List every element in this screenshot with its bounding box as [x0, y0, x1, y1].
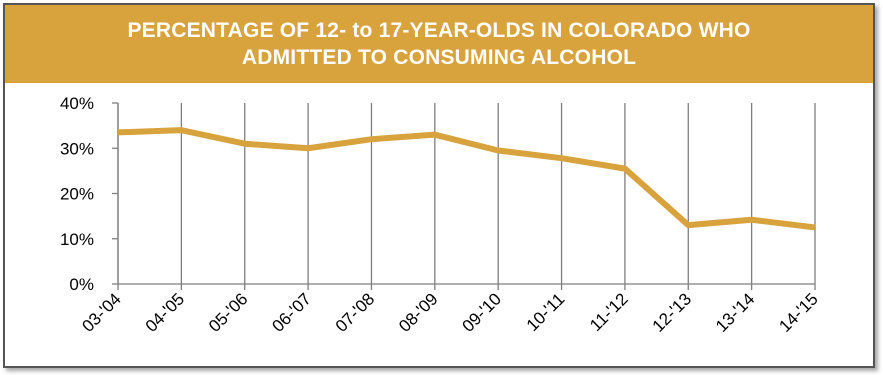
x-tick-label: 08-'09	[395, 289, 441, 335]
x-tick-label: 03-'04	[78, 289, 124, 335]
x-tick-label: 14-'15	[775, 289, 821, 335]
y-tick-label: 40%	[60, 94, 94, 113]
x-tick-label: 12-'13	[649, 289, 695, 335]
x-tick-label: 06-'07	[268, 289, 314, 335]
x-tick-label: 07-'08	[332, 289, 378, 335]
x-tick-label: 09-'10	[459, 289, 505, 335]
series-line	[117, 127, 816, 231]
y-tick-label: 30%	[60, 139, 94, 158]
x-tick-label: 04-'05	[142, 289, 188, 335]
chart-title-line-1: PERCENTAGE OF 12- to 17-YEAR-OLDS IN COL…	[127, 19, 751, 42]
x-tick-label: 05-'06	[205, 289, 251, 335]
x-tick-label: 11-'12	[586, 289, 632, 335]
x-tick-label: 10-'11	[523, 289, 569, 335]
y-tick-label: 20%	[60, 185, 94, 204]
chart-title-bar: PERCENTAGE OF 12- to 17-YEAR-OLDS IN COL…	[5, 5, 873, 83]
y-tick-label: 0%	[69, 275, 94, 294]
chart-frame: PERCENTAGE OF 12- to 17-YEAR-OLDS IN COL…	[3, 3, 875, 368]
y-tick-label: 10%	[60, 230, 94, 249]
chart-title-line-2: ADMITTED TO CONSUMING ALCOHOL	[241, 46, 637, 69]
x-tick-label: 13-'14	[712, 289, 758, 335]
